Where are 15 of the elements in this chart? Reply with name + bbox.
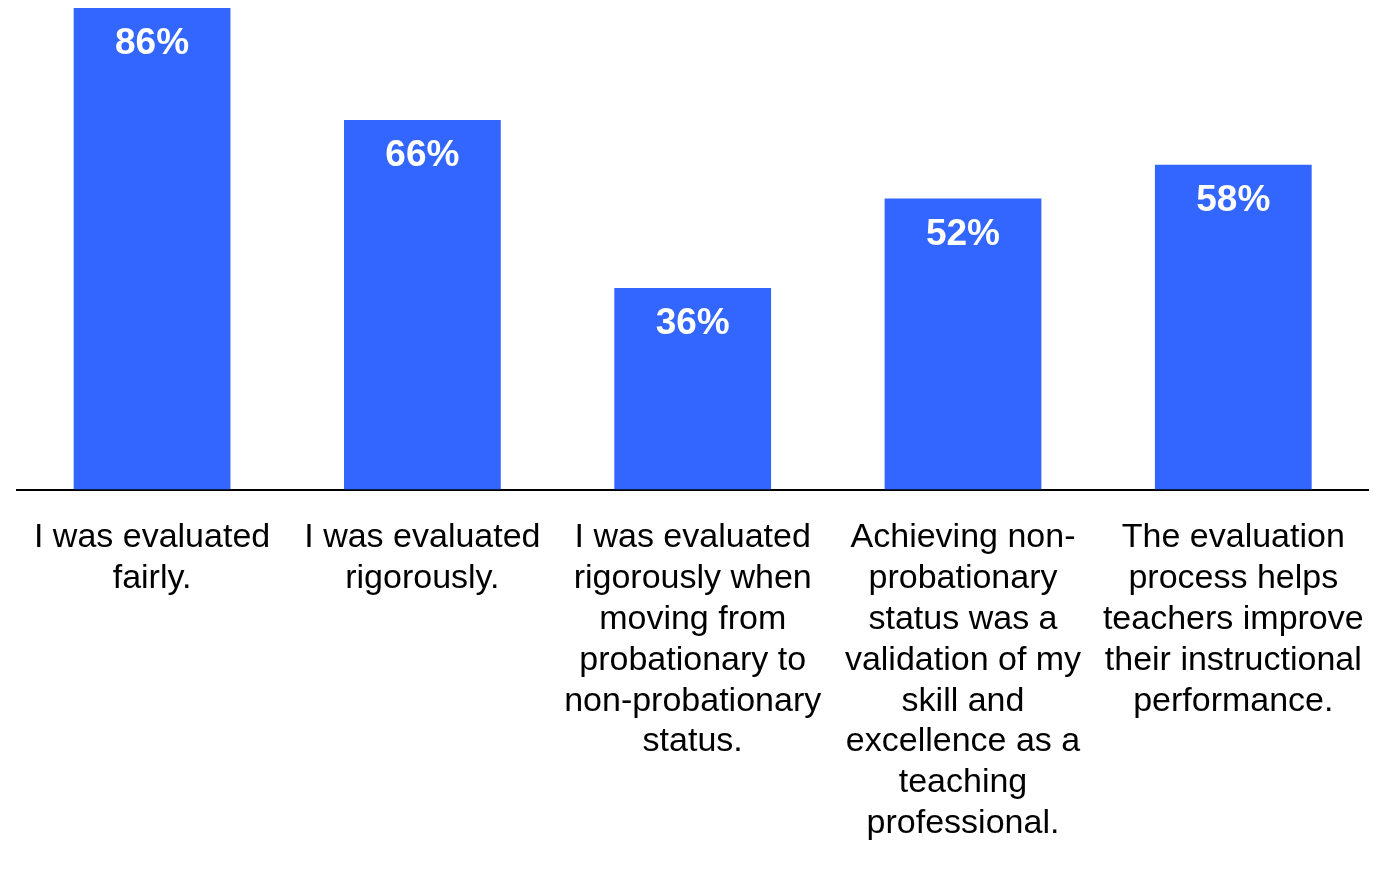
bar [1154,164,1312,490]
x-tick-label: Achieving non-probationary status was a validation of my skill and excellence as a teaching professional. [844,516,1082,840]
data-label: 86% [115,21,190,63]
x-tick-label: I was evaluated rigorously. [304,516,541,596]
x-tick-label: The evaluation process helps teachers improve their instructional performance. [1102,516,1364,718]
data-label: 66% [385,133,460,175]
x-tick-label: I was evaluated rigorously when moving from probationary to non-probationary status. [564,516,822,759]
data-label: 52% [925,211,1001,253]
data-label: 36% [655,301,730,343]
bar [73,8,231,490]
bar [884,198,1042,490]
bar [343,120,501,490]
data-label: 58% [1196,178,1271,219]
x-tick-label: I was evaluated fairly. [33,516,271,596]
bar [614,288,772,490]
